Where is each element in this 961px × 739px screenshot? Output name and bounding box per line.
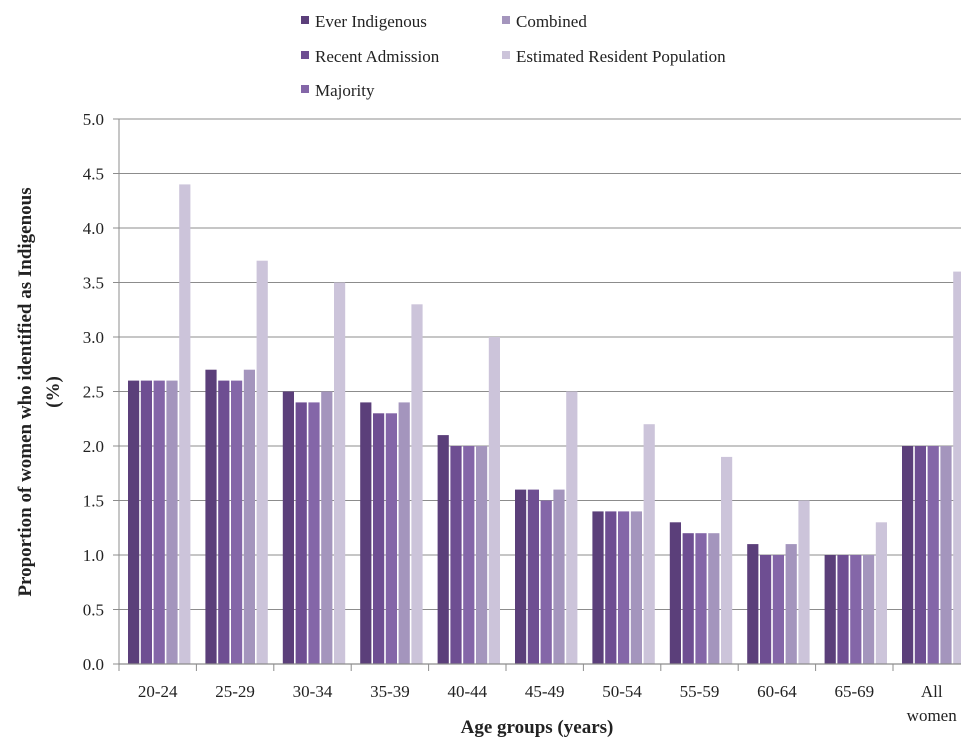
bar [618,511,630,664]
x-tick-label: 65-69 [834,682,874,701]
bar [747,544,759,664]
x-tick-label: 55-59 [680,682,720,701]
y-tick-label: 4.0 [83,219,104,238]
y-axis-title-line-2: (%) [43,376,64,408]
x-tick-label: 25-29 [215,682,255,701]
bar [605,511,617,664]
bar [592,511,604,664]
bar [360,402,372,664]
x-axis-title: Age groups (years) [461,717,614,738]
bar [837,555,849,664]
bar [282,391,294,664]
x-tick-label: 40-44 [447,682,487,701]
bars [128,184,961,664]
bar [205,369,217,664]
bar [630,511,642,664]
bar [772,555,784,664]
y-axis-title-line-1: Proportion of women who identified as In… [15,187,36,596]
legend: Ever Indigenous Recent Admission Majority C… [301,12,726,100]
legend-label: Ever Indigenous [315,12,427,31]
legend-swatch [301,85,309,93]
x-tick-label: 20-24 [138,682,178,701]
bar [476,446,488,664]
bar [398,402,410,664]
bar [566,391,578,664]
bar [437,435,449,664]
y-tick-label: 0.0 [83,655,104,674]
legend-swatch [502,51,510,59]
legend-swatch [301,16,309,24]
bar [527,489,539,664]
x-tick-label: 50-54 [602,682,642,701]
bar [708,533,720,664]
bar [450,446,462,664]
bar [824,555,836,664]
y-tick-labels: 0.0 0.5 1.0 1.5 2.0 2.5 3.0 3.5 4.0 4.5 5.0 [83,110,104,674]
bar [785,544,797,664]
y-tick-label: 4.5 [83,165,104,184]
legend-label: Combined [516,12,587,31]
bar [128,380,140,664]
bar [914,446,926,664]
bar [243,369,255,664]
y-axis-title: Proportion of women who identified as In… [15,187,64,596]
bar [875,522,887,664]
bar [760,555,772,664]
bar [902,446,914,664]
x-tick-label: 35-39 [370,682,410,701]
bar [140,380,152,664]
bar [669,522,681,664]
y-tick-label: 3.0 [83,328,104,347]
bar [166,380,178,664]
legend-label: Majority [315,81,375,100]
bar [953,271,961,664]
y-tick-label: 1.5 [83,492,104,511]
x-tick-label: 45-49 [525,682,565,701]
bar [463,446,475,664]
y-tick-label: 1.0 [83,546,104,565]
bar [940,446,952,664]
bar [798,500,810,664]
bar [295,402,307,664]
bar [321,391,333,664]
x-tick-label: 60-64 [757,682,797,701]
y-tick-label: 2.5 [83,383,104,402]
bar [308,402,320,664]
x-tick-label: All women [907,682,958,725]
legend-swatch [301,51,309,59]
bar [863,555,875,664]
bar [540,500,552,664]
legend-label: Estimated Resident Population [516,47,726,66]
bar [643,424,655,664]
bar [153,380,165,664]
bar [488,337,500,664]
bar [682,533,694,664]
bar [553,489,565,664]
legend-swatch [502,16,510,24]
x-tick-label: 30-34 [293,682,333,701]
bar [850,555,862,664]
axes [113,118,961,671]
bar [411,304,423,664]
y-tick-label: 0.5 [83,601,104,620]
bar [179,184,191,664]
x-tick-labels: 20-24 25-29 30-34 35-39 40-44 45-49 50-54 55-59… [138,682,957,725]
bar [385,413,397,664]
legend-label: Recent Admission [315,47,440,66]
bar [927,446,939,664]
bar [515,489,527,664]
y-tick-label: 3.5 [83,274,104,293]
y-tick-label: 5.0 [83,110,104,129]
bar [373,413,385,664]
bar [231,380,243,664]
y-tick-label: 2.0 [83,437,104,456]
bar [695,533,707,664]
bar [218,380,230,664]
bar [256,260,268,664]
bar [334,282,346,664]
bar [721,456,733,664]
